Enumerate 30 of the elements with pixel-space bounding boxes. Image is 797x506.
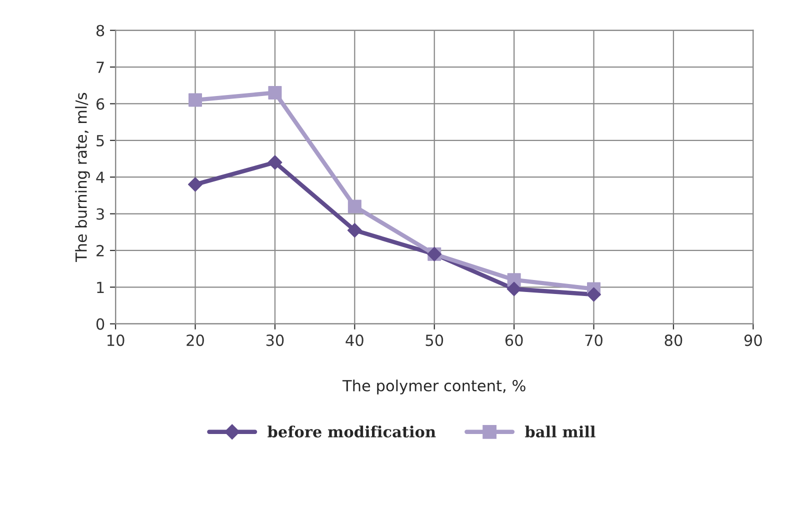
x-tick-label: 10 <box>108 334 124 346</box>
point <box>268 86 282 100</box>
x-tick-label: 20 <box>186 334 204 346</box>
legend-label: ball mill <box>525 426 596 438</box>
point <box>586 287 602 302</box>
y-tick-label: 6 <box>96 98 104 110</box>
y-tick-label: 4 <box>96 172 104 183</box>
x-axis-title: The polymer content, % <box>342 380 526 394</box>
x-tick-label: 70 <box>585 334 602 346</box>
x-tick-label: 40 <box>346 334 364 346</box>
point <box>506 282 522 296</box>
point <box>188 177 203 192</box>
y-tick-label: 7 <box>96 62 104 73</box>
y-tick-label: 3 <box>96 208 104 220</box>
y-tick-label: 8 <box>96 24 104 36</box>
point <box>188 93 202 107</box>
x-tick-label: 90 <box>744 334 762 346</box>
y-axis-title: The burning rate, ml/s <box>75 92 90 262</box>
x-tick-label: 30 <box>266 334 284 346</box>
y-tick-label: 2 <box>96 244 104 256</box>
legend-label: before modification <box>268 426 436 438</box>
x-tick-label: 60 <box>505 334 523 346</box>
y-tick-label: 5 <box>96 135 104 146</box>
y-tick-label: 1 <box>97 282 104 293</box>
point <box>348 200 362 214</box>
y-tick-label: 0 <box>96 318 104 330</box>
point <box>268 155 282 170</box>
point <box>347 223 362 238</box>
x-tick-label: 50 <box>426 334 444 346</box>
x-tick-label: 80 <box>664 334 682 346</box>
